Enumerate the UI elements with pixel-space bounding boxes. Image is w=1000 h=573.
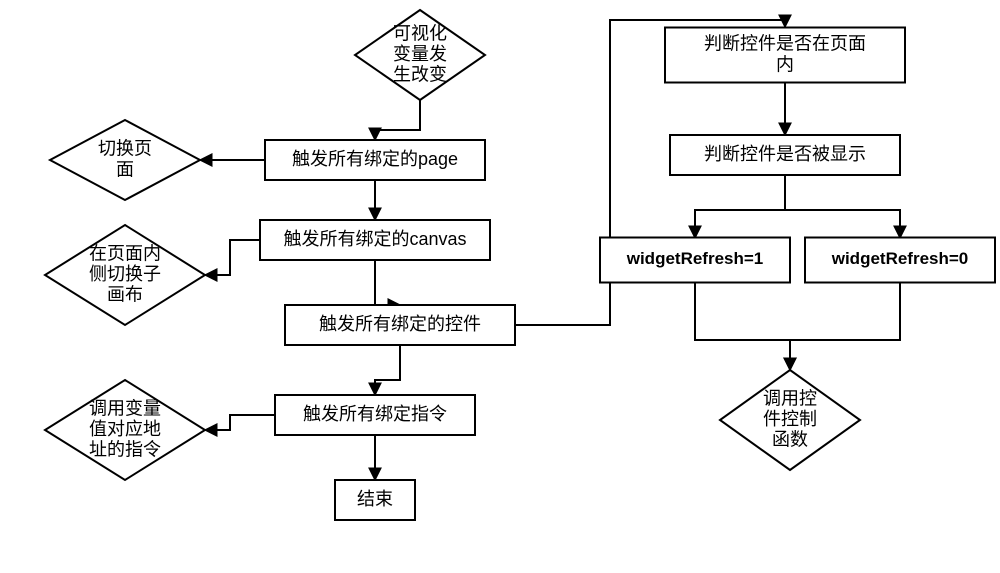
edge-start-trigPage [375, 100, 420, 140]
edge-trigCmd-callAddr [205, 415, 275, 430]
node-label-trigPage: 触发所有绑定的page [292, 149, 458, 169]
node-trigCtrl: 触发所有绑定的控件 [285, 305, 515, 345]
node-callCtrl: 调用控件控制函数 [720, 370, 860, 470]
edge-judgeShow-wr0 [785, 175, 900, 238]
node-label-trigCanvas: 触发所有绑定的canvas [283, 229, 466, 249]
node-switchSub: 在页面内侧切换子画布 [45, 225, 205, 325]
node-trigPage: 触发所有绑定的page [265, 140, 485, 180]
node-end: 结束 [335, 480, 415, 520]
edge-trigCtrl-trigCmd [375, 345, 400, 395]
node-judgeIn: 判断控件是否在页面内 [665, 28, 905, 83]
node-label-judgeShow: 判断控件是否被显示 [704, 144, 866, 164]
node-label-start: 可视化变量发生改变 [393, 23, 447, 84]
node-label-trigCtrl: 触发所有绑定的控件 [319, 314, 481, 334]
node-trigCmd: 触发所有绑定指令 [275, 395, 475, 435]
node-label-end: 结束 [357, 489, 393, 509]
node-start: 可视化变量发生改变 [355, 10, 485, 100]
edge-trigCanvas-trigCtrl [375, 260, 400, 305]
edge-wr0-callCtrl [790, 283, 900, 370]
node-wr0: widgetRefresh=0 [805, 238, 995, 283]
flowchart: 可视化变量发生改变切换页面 触发所有绑定的page 触发所有绑定的canvas 在页面… [0, 0, 1000, 573]
edge-trigCanvas-switchSub [205, 240, 260, 275]
edge-judgeShow-wr1 [695, 175, 785, 238]
edge-wr1-callCtrl [695, 283, 790, 370]
node-label-wr1: widgetRefresh=1 [626, 249, 764, 268]
node-callAddr: 调用变量值对应地址的指令 [45, 380, 205, 480]
node-wr1: widgetRefresh=1 [600, 238, 790, 283]
node-label-trigCmd: 触发所有绑定指令 [303, 404, 447, 424]
node-judgeShow: 判断控件是否被显示 [670, 135, 900, 175]
node-trigCanvas: 触发所有绑定的canvas [260, 220, 490, 260]
node-label-wr0: widgetRefresh=0 [831, 249, 969, 268]
node-label-callAddr: 调用变量值对应地址的指令 [89, 398, 161, 459]
node-switchPage: 切换页面 [50, 120, 200, 200]
